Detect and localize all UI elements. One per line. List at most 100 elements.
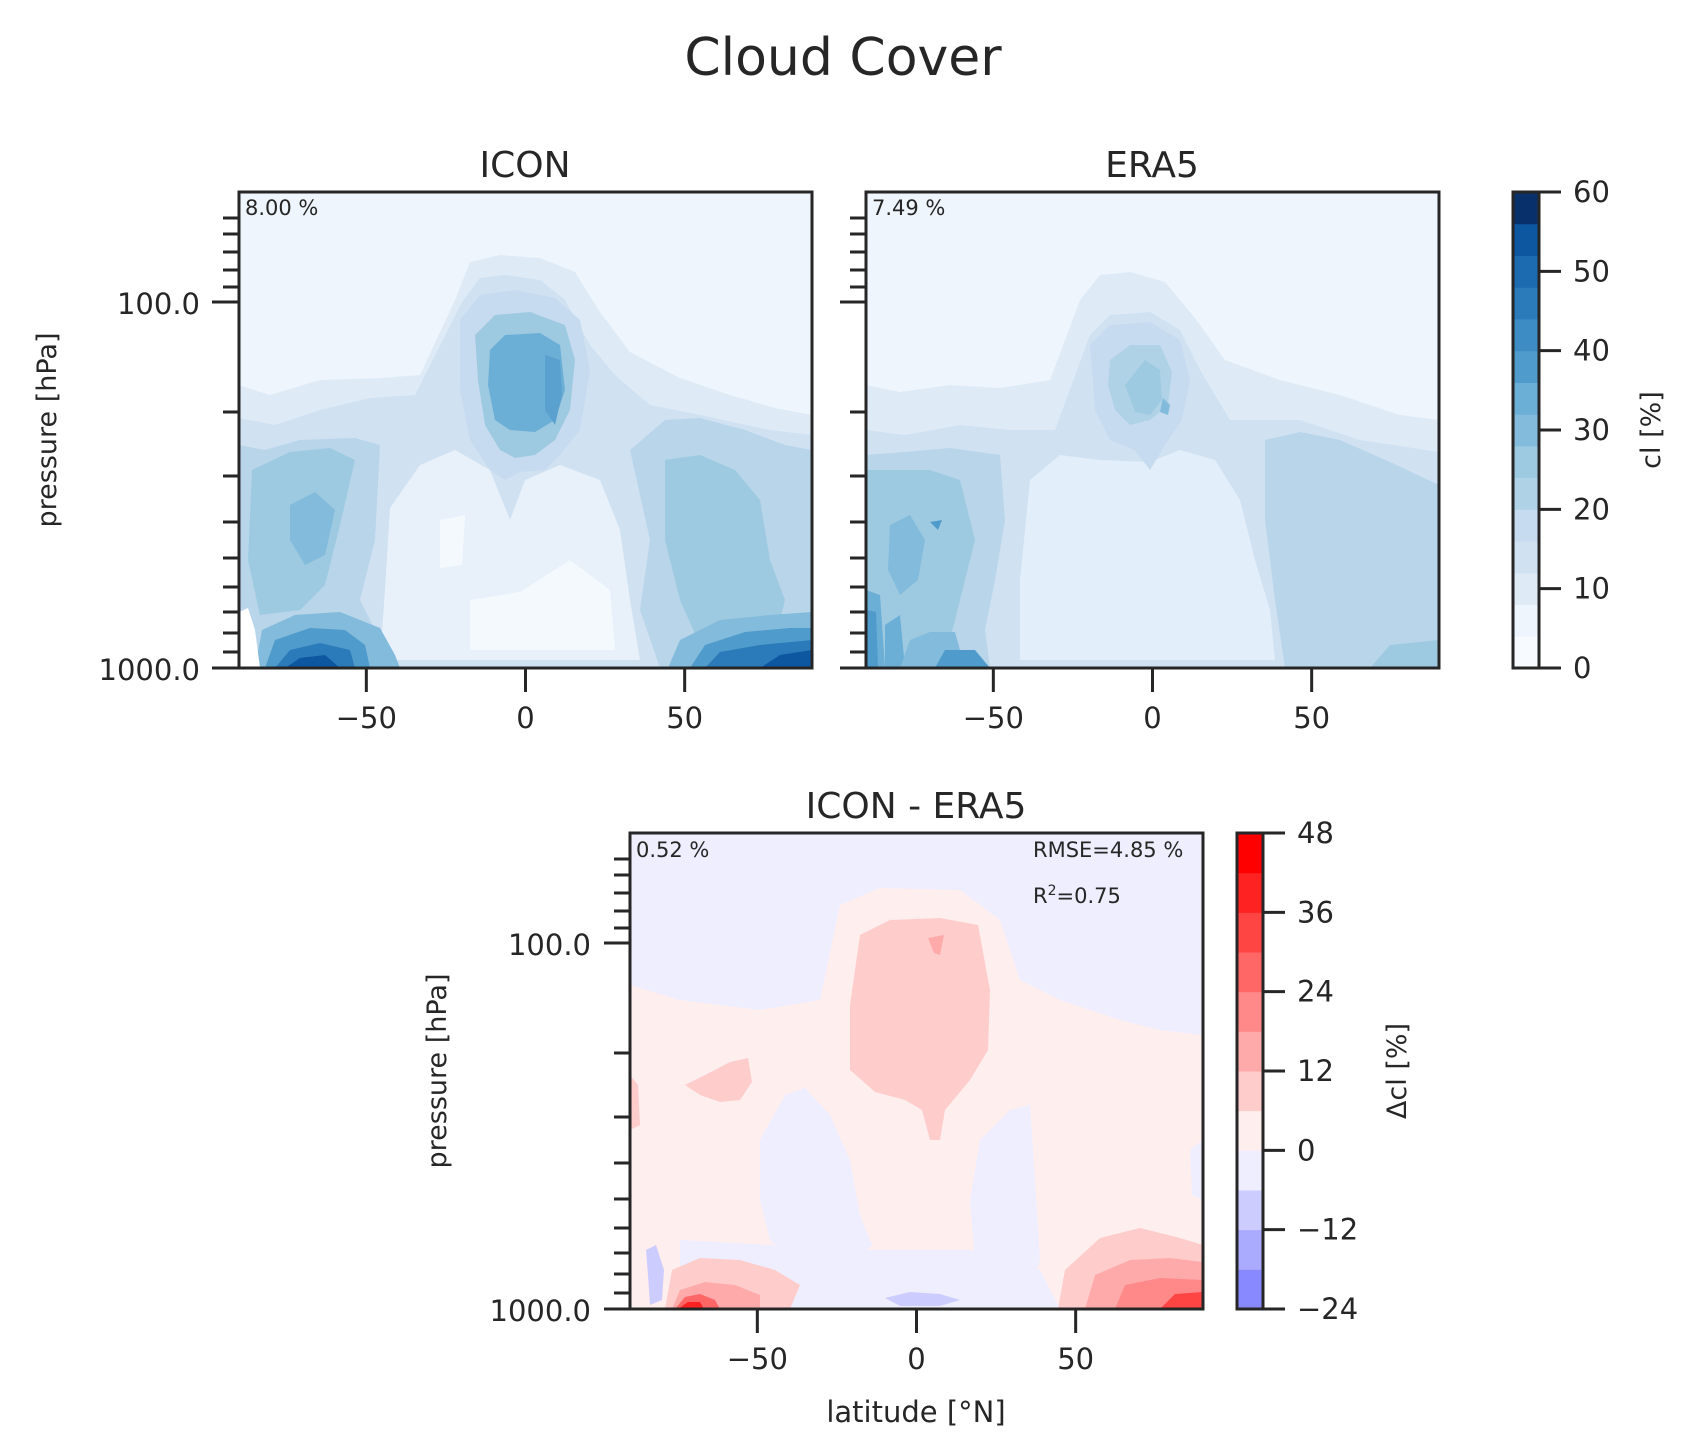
cl-colorbar-band — [1513, 604, 1539, 637]
era5-low-cloud-zone — [1020, 450, 1275, 660]
cl-colorbar-band — [1513, 255, 1539, 288]
icon-antarctic-mask — [239, 608, 260, 668]
diff-xtick-label: 0 — [907, 1342, 925, 1376]
icon-ytick-100: 100.0 — [117, 287, 200, 321]
cl-colorbar-band — [1513, 636, 1539, 669]
panel-era5: ERA5 7.49 % — [840, 145, 1441, 735]
cl-colorbar-band — [1513, 477, 1539, 510]
era5-sh-surface-2 — [935, 650, 990, 668]
era5-tropics-upper-3 — [1125, 360, 1162, 415]
cl-colorbar-tick-label: 40 — [1573, 334, 1610, 368]
dcl-colorbar-band — [1237, 1110, 1263, 1151]
icon-ytick-1000: 1000.0 — [99, 653, 200, 687]
diff-neg-east-edge — [1190, 1140, 1203, 1200]
cl-colorbar-tick-label: 20 — [1573, 492, 1610, 526]
diff-pos-tropical-peak — [928, 935, 944, 955]
dcl-colorbar-band — [1237, 912, 1263, 953]
icon-x-ticks: −50 0 50 — [336, 668, 703, 735]
cl-colorbar-band — [1513, 509, 1539, 542]
diff-r2-sup: 2 — [1048, 883, 1057, 899]
era5-tropics-core — [1160, 398, 1170, 415]
cl-colorbar-tick-label: 50 — [1573, 254, 1610, 288]
diff-x-ticks: −50 0 50 — [727, 1309, 1094, 1376]
cl-colorbar-tick-label: 0 — [1573, 651, 1591, 685]
dcl-colorbar-band — [1237, 1071, 1263, 1112]
dcl-colorbar-tick-label: −12 — [1297, 1213, 1358, 1247]
diff-pos-nh-surface-core — [1160, 1292, 1203, 1309]
icon-ylabel: pressure [hPa] — [32, 333, 63, 528]
diff-pos-west-edge — [630, 1075, 640, 1130]
dcl-colorbar-tick-label: 12 — [1297, 1054, 1334, 1088]
dcl-colorbar-tick-label: 48 — [1297, 816, 1334, 850]
icon-sh-surface-4 — [285, 655, 340, 668]
dcl-colorbar-ticks: −24 −12 0 12 24 36 48 — [1263, 816, 1358, 1326]
icon-nh-surface-4 — [760, 650, 812, 668]
era5-fill-level-5 — [888, 515, 925, 595]
cl-colorbar-band — [1513, 287, 1539, 320]
panel-diff: ICON - ERA5 0.52 % RMSE=4.85 % R2 — [422, 786, 1205, 1429]
cl-colorbar-tick-label: 60 — [1573, 175, 1610, 209]
dcl-colorbar-band — [1237, 1190, 1263, 1231]
cl-colorbar-ticks: 0 10 20 30 40 50 60 — [1539, 175, 1610, 685]
dcl-colorbar-band — [1237, 1150, 1263, 1191]
figure-title: Cloud Cover — [684, 28, 1002, 88]
cl-colorbar: 0 10 20 30 40 50 60 cl [%] — [1511, 175, 1667, 685]
cl-colorbar-band — [1513, 382, 1539, 415]
diff-pos-sh-blob — [685, 1058, 752, 1102]
icon-y-axis — [212, 216, 239, 670]
dcl-colorbar-band — [1237, 1031, 1263, 1072]
era5-fill-level-4 — [866, 470, 975, 668]
diff-pos-sh-surface-core — [678, 1302, 704, 1309]
cl-colorbar-band — [1513, 318, 1539, 352]
icon-low-cloud-core — [440, 515, 615, 650]
era5-xtick-label: 0 — [1143, 701, 1161, 735]
panel-era5-title: ERA5 — [1105, 145, 1199, 186]
icon-contour-field — [239, 192, 812, 668]
cl-colorbar-band — [1513, 572, 1539, 606]
diff-ylabel: pressure [hPa] — [422, 974, 453, 1169]
era5-fill-level-7 — [866, 610, 878, 668]
diff-y-axis — [604, 857, 630, 1311]
dcl-colorbar-bands — [1237, 833, 1263, 1310]
dcl-colorbar-tick-label: 24 — [1297, 975, 1334, 1009]
cl-colorbar-band — [1513, 350, 1539, 383]
cl-colorbar-bands — [1513, 192, 1539, 669]
icon-tropics-upper-4 — [545, 355, 562, 425]
diff-r2-prefix: R — [1033, 884, 1048, 908]
era5-mean-annotation: 7.49 % — [872, 196, 945, 220]
dcl-colorbar-label: Δcl [%] — [1382, 1023, 1413, 1119]
dcl-colorbar: −24 −12 0 12 24 36 48 Δcl [%] — [1235, 816, 1413, 1326]
diff-xlabel: latitude [°N] — [826, 1395, 1005, 1429]
icon-mean-annotation: 8.00 % — [245, 196, 318, 220]
icon-xtick-label: −50 — [336, 701, 397, 735]
diff-neg-sh-surface — [646, 1245, 664, 1305]
dcl-colorbar-tick-label: 36 — [1297, 895, 1334, 929]
icon-fill-level-5 — [290, 492, 335, 565]
diff-mean-annotation: 0.52 % — [636, 838, 709, 862]
diff-r2-annotation: R2=0.75 — [1033, 883, 1121, 908]
era5-x-ticks: −50 0 50 — [963, 668, 1330, 735]
dcl-colorbar-tick-label: −24 — [1297, 1292, 1358, 1326]
panel-icon-title: ICON — [479, 145, 570, 186]
cl-colorbar-band — [1513, 192, 1539, 225]
diff-rmse-annotation: RMSE=4.85 % — [1033, 838, 1183, 862]
era5-blue-mark — [930, 520, 942, 530]
dcl-colorbar-band — [1237, 991, 1263, 1032]
cl-colorbar-band — [1513, 223, 1539, 256]
diff-xtick-label: 50 — [1057, 1342, 1094, 1376]
era5-nh-surface-1 — [1370, 640, 1439, 668]
cl-colorbar-band — [1513, 541, 1539, 574]
dcl-colorbar-band — [1237, 872, 1263, 913]
diff-contour-field — [630, 833, 1203, 1309]
dcl-colorbar-tick-label: 0 — [1297, 1133, 1315, 1167]
diff-ytick-1000: 1000.0 — [490, 1294, 591, 1328]
dcl-colorbar-band — [1237, 952, 1263, 993]
diff-pos-tropical-tower — [850, 918, 990, 1140]
era5-contour-field — [866, 192, 1439, 668]
dcl-colorbar-band — [1237, 1229, 1263, 1270]
cl-colorbar-band — [1513, 414, 1539, 447]
diff-neg-tropical-surface — [885, 1292, 960, 1306]
icon-xtick-label: 50 — [666, 701, 703, 735]
era5-y-axis — [840, 216, 866, 670]
diff-neg-lower-south — [760, 1088, 872, 1260]
